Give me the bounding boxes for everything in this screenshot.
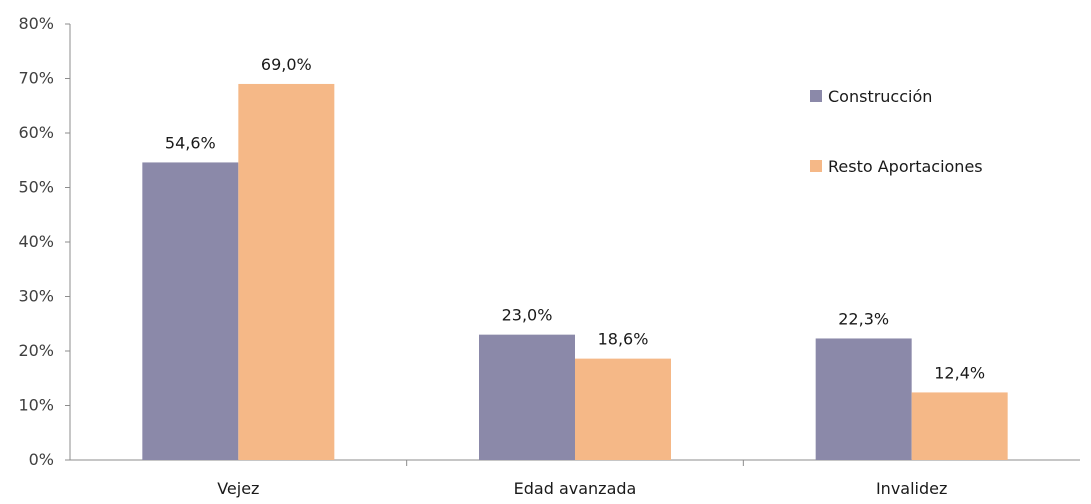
category-label: Vejez xyxy=(217,479,259,498)
data-label: 54,6% xyxy=(165,133,216,152)
y-tick-label: 0% xyxy=(29,450,54,469)
y-tick-label: 20% xyxy=(18,341,54,360)
y-tick-label: 50% xyxy=(18,178,54,197)
y-tick-label: 30% xyxy=(18,287,54,306)
data-label: 69,0% xyxy=(261,55,312,74)
legend-swatch xyxy=(810,90,822,102)
bar-construcción-0 xyxy=(142,162,239,460)
y-tick-label: 80% xyxy=(18,14,54,33)
bar-resto-aportaciones-2 xyxy=(911,392,1008,460)
y-axis-ticks: 0% 10% 20% 30% 40% 50% 60% 70% 80% xyxy=(18,14,70,469)
data-label: 22,3% xyxy=(838,309,889,328)
data-label: 12,4% xyxy=(934,363,985,382)
y-tick-label: 60% xyxy=(18,123,54,142)
bar-resto-aportaciones-0 xyxy=(238,83,335,460)
legend-label: Construcción xyxy=(828,87,932,106)
data-label: 23,0% xyxy=(502,306,553,325)
data-labels-group: 54,6% 69,0% 23,0% 18,6% 22,3% 12,4% xyxy=(165,55,985,382)
category-label: Edad avanzada xyxy=(514,479,637,498)
category-label: Invalidez xyxy=(876,479,947,498)
bar-construcción-2 xyxy=(815,338,912,460)
legend-label: Resto Aportaciones xyxy=(828,157,983,176)
x-axis-ticks xyxy=(406,460,744,466)
y-tick-label: 70% xyxy=(18,69,54,88)
legend: Construcción Resto Aportaciones xyxy=(810,87,983,176)
legend-swatch xyxy=(810,160,822,172)
bar-construcción-1 xyxy=(479,334,575,460)
data-label: 18,6% xyxy=(598,330,649,349)
category-labels-group: Vejez Edad avanzada Invalidez xyxy=(217,479,947,498)
bars-group xyxy=(142,83,1008,460)
y-tick-label: 40% xyxy=(18,232,54,251)
bar-resto-aportaciones-1 xyxy=(575,358,671,460)
y-tick-label: 10% xyxy=(18,396,54,415)
